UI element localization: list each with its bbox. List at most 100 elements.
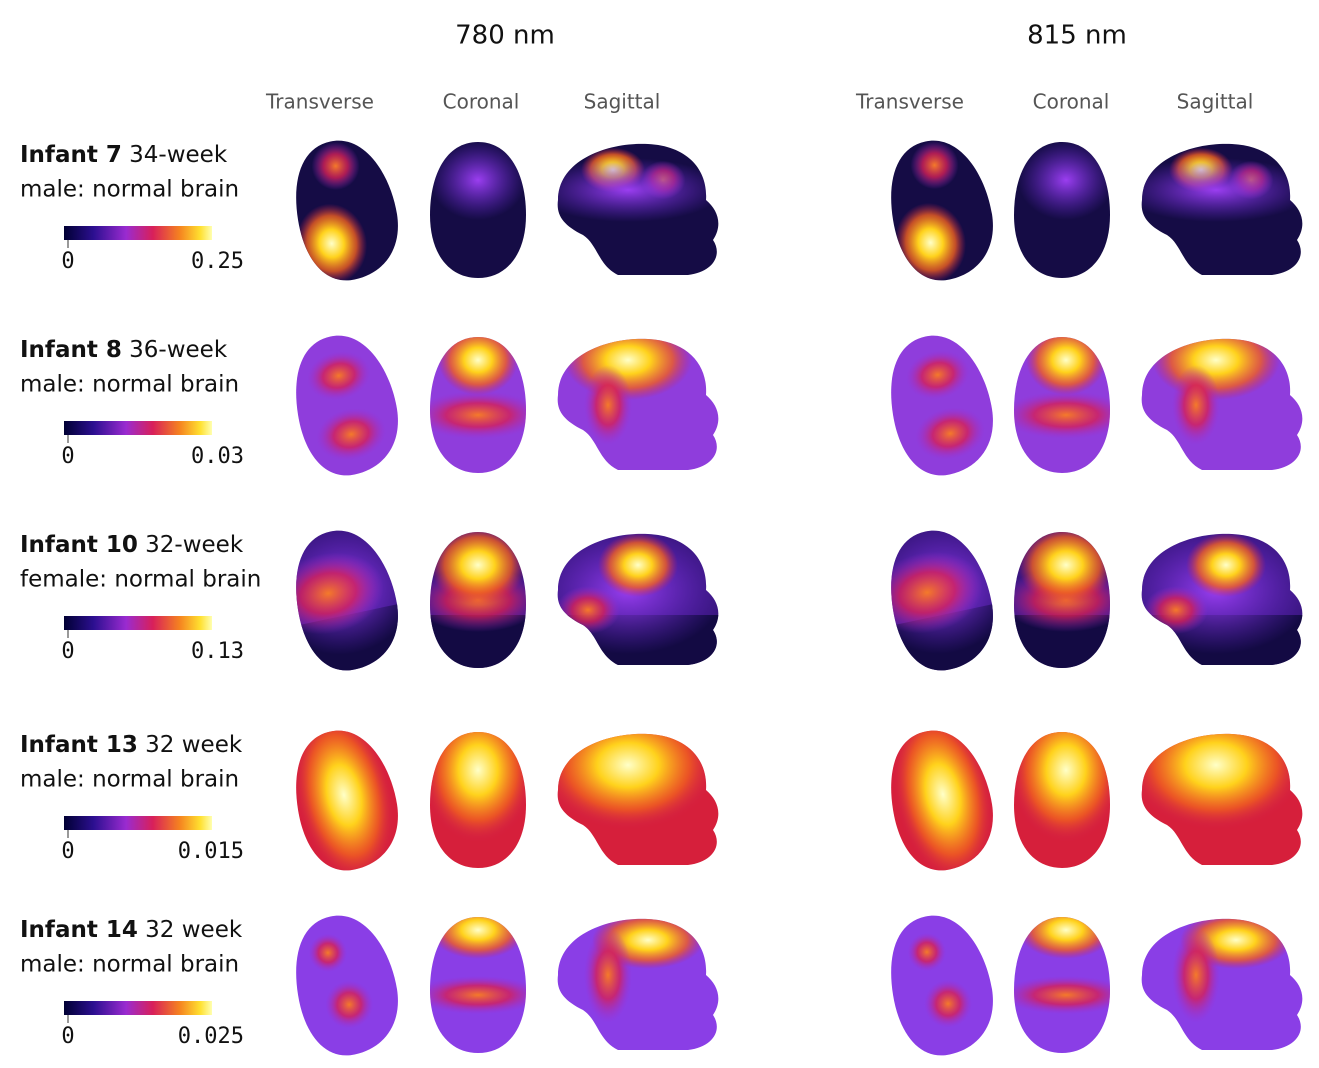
brain-activity [528, 526, 728, 695]
brain-map [874, 698, 1009, 891]
brain-map [1002, 325, 1130, 473]
hotspot [1172, 365, 1220, 445]
hotspot [540, 701, 716, 829]
brain-map [232, 507, 463, 714]
brain-map [558, 320, 719, 470]
brain-map [422, 698, 534, 868]
brain-activity [232, 507, 463, 714]
infant-name: Infant 7 [20, 142, 122, 168]
description: female: normal brain [20, 567, 261, 593]
colorbar [64, 816, 212, 830]
brain-map [1120, 144, 1312, 275]
description: male: normal brain [20, 177, 239, 203]
hotspot [598, 533, 678, 597]
view-label: Sagittal [584, 90, 661, 114]
hotspot [430, 140, 526, 220]
brain-map [540, 701, 718, 865]
hotspot [1172, 927, 1220, 1023]
brain-activity [422, 698, 534, 842]
description: male: normal brain [20, 372, 239, 398]
infant-age: 32 week [145, 917, 243, 943]
brain-map [1112, 526, 1312, 695]
column-title: 815 nm [1027, 21, 1127, 51]
scale-max: 0.025 [178, 1024, 244, 1049]
hotspot [1186, 533, 1266, 597]
row-label: Infant 10 32-week [20, 532, 244, 558]
brain-map [430, 140, 526, 278]
hotspot [532, 158, 724, 222]
description: male: normal brain [20, 767, 239, 793]
brain-map [878, 326, 1003, 483]
infant-age: 36-week [129, 337, 228, 363]
hotspot [1010, 698, 1122, 842]
column-title: 780 nm [455, 21, 555, 51]
view-label: Coronal [443, 90, 520, 114]
view-label: Transverse [265, 90, 374, 114]
scale-max: 0.13 [191, 639, 244, 664]
description: male: normal brain [20, 952, 239, 978]
brain-map [532, 144, 724, 275]
colorbar [64, 616, 212, 630]
brain-activity [532, 148, 724, 222]
view-label: Sagittal [1177, 90, 1254, 114]
infant-name: Infant 14 [20, 917, 138, 943]
brain-activity [430, 140, 526, 220]
brain-map [1014, 140, 1114, 278]
hotspot [279, 699, 409, 891]
brain-activity [1010, 698, 1122, 842]
scale-min: 0 [61, 639, 74, 664]
row-label: Infant 7 34-week [20, 142, 228, 168]
hotspot [1026, 325, 1106, 395]
brain-map [378, 525, 578, 695]
hotspot [430, 525, 526, 605]
brain-map [558, 911, 719, 1050]
brain-map [276, 131, 408, 290]
brain-map [1010, 698, 1122, 868]
brain-map [878, 906, 1003, 1063]
brain-activity [378, 525, 578, 695]
hotspot [556, 586, 620, 634]
figure: 780 nm Transverse Coronal Sagittal 815 nm Tra… [0, 0, 1319, 1068]
infant-age: 34-week [129, 142, 228, 168]
scale-max: 0.015 [178, 839, 244, 864]
brain-map [1142, 320, 1303, 470]
brain-map [1002, 901, 1130, 1053]
infant-name: Infant 10 [20, 532, 138, 558]
view-label: Transverse [855, 90, 964, 114]
hotspot [878, 698, 1008, 890]
hotspot [584, 365, 632, 445]
colorbar [64, 421, 212, 435]
row-label: Infant 13 32 week [20, 732, 243, 758]
brain-activity [279, 699, 409, 891]
hotspot [1002, 976, 1130, 1014]
brain-activity [878, 698, 1008, 890]
scale-max: 0.25 [191, 249, 244, 274]
hotspot [1018, 525, 1114, 605]
brain-map [283, 326, 408, 483]
hotspot [422, 698, 534, 842]
scale-min: 0 [61, 249, 74, 274]
brain-map [1128, 701, 1304, 865]
hotspot [1144, 586, 1208, 634]
brain-map [528, 526, 728, 695]
row-label: Infant 8 36-week [20, 337, 228, 363]
brain-activity [1018, 140, 1114, 220]
brain-map [875, 131, 1003, 289]
infant-name: Infant 13 [20, 732, 138, 758]
brain-map [1142, 911, 1303, 1050]
brain-map [414, 901, 542, 1053]
brain-activity [414, 901, 542, 1014]
brain-map [279, 699, 412, 892]
hotspot [438, 325, 518, 395]
brain-activity [1120, 148, 1312, 222]
hotspot [1128, 701, 1304, 829]
infant-name: Infant 8 [20, 337, 122, 363]
scale-min: 0 [61, 839, 74, 864]
view-label: Coronal [1033, 90, 1110, 114]
brain-map [283, 906, 408, 1063]
hotspot [414, 391, 542, 439]
colorbar [64, 1001, 212, 1015]
infant-age: 32 week [145, 732, 243, 758]
infant-age: 32-week [145, 532, 244, 558]
brain-activity [1112, 526, 1312, 695]
